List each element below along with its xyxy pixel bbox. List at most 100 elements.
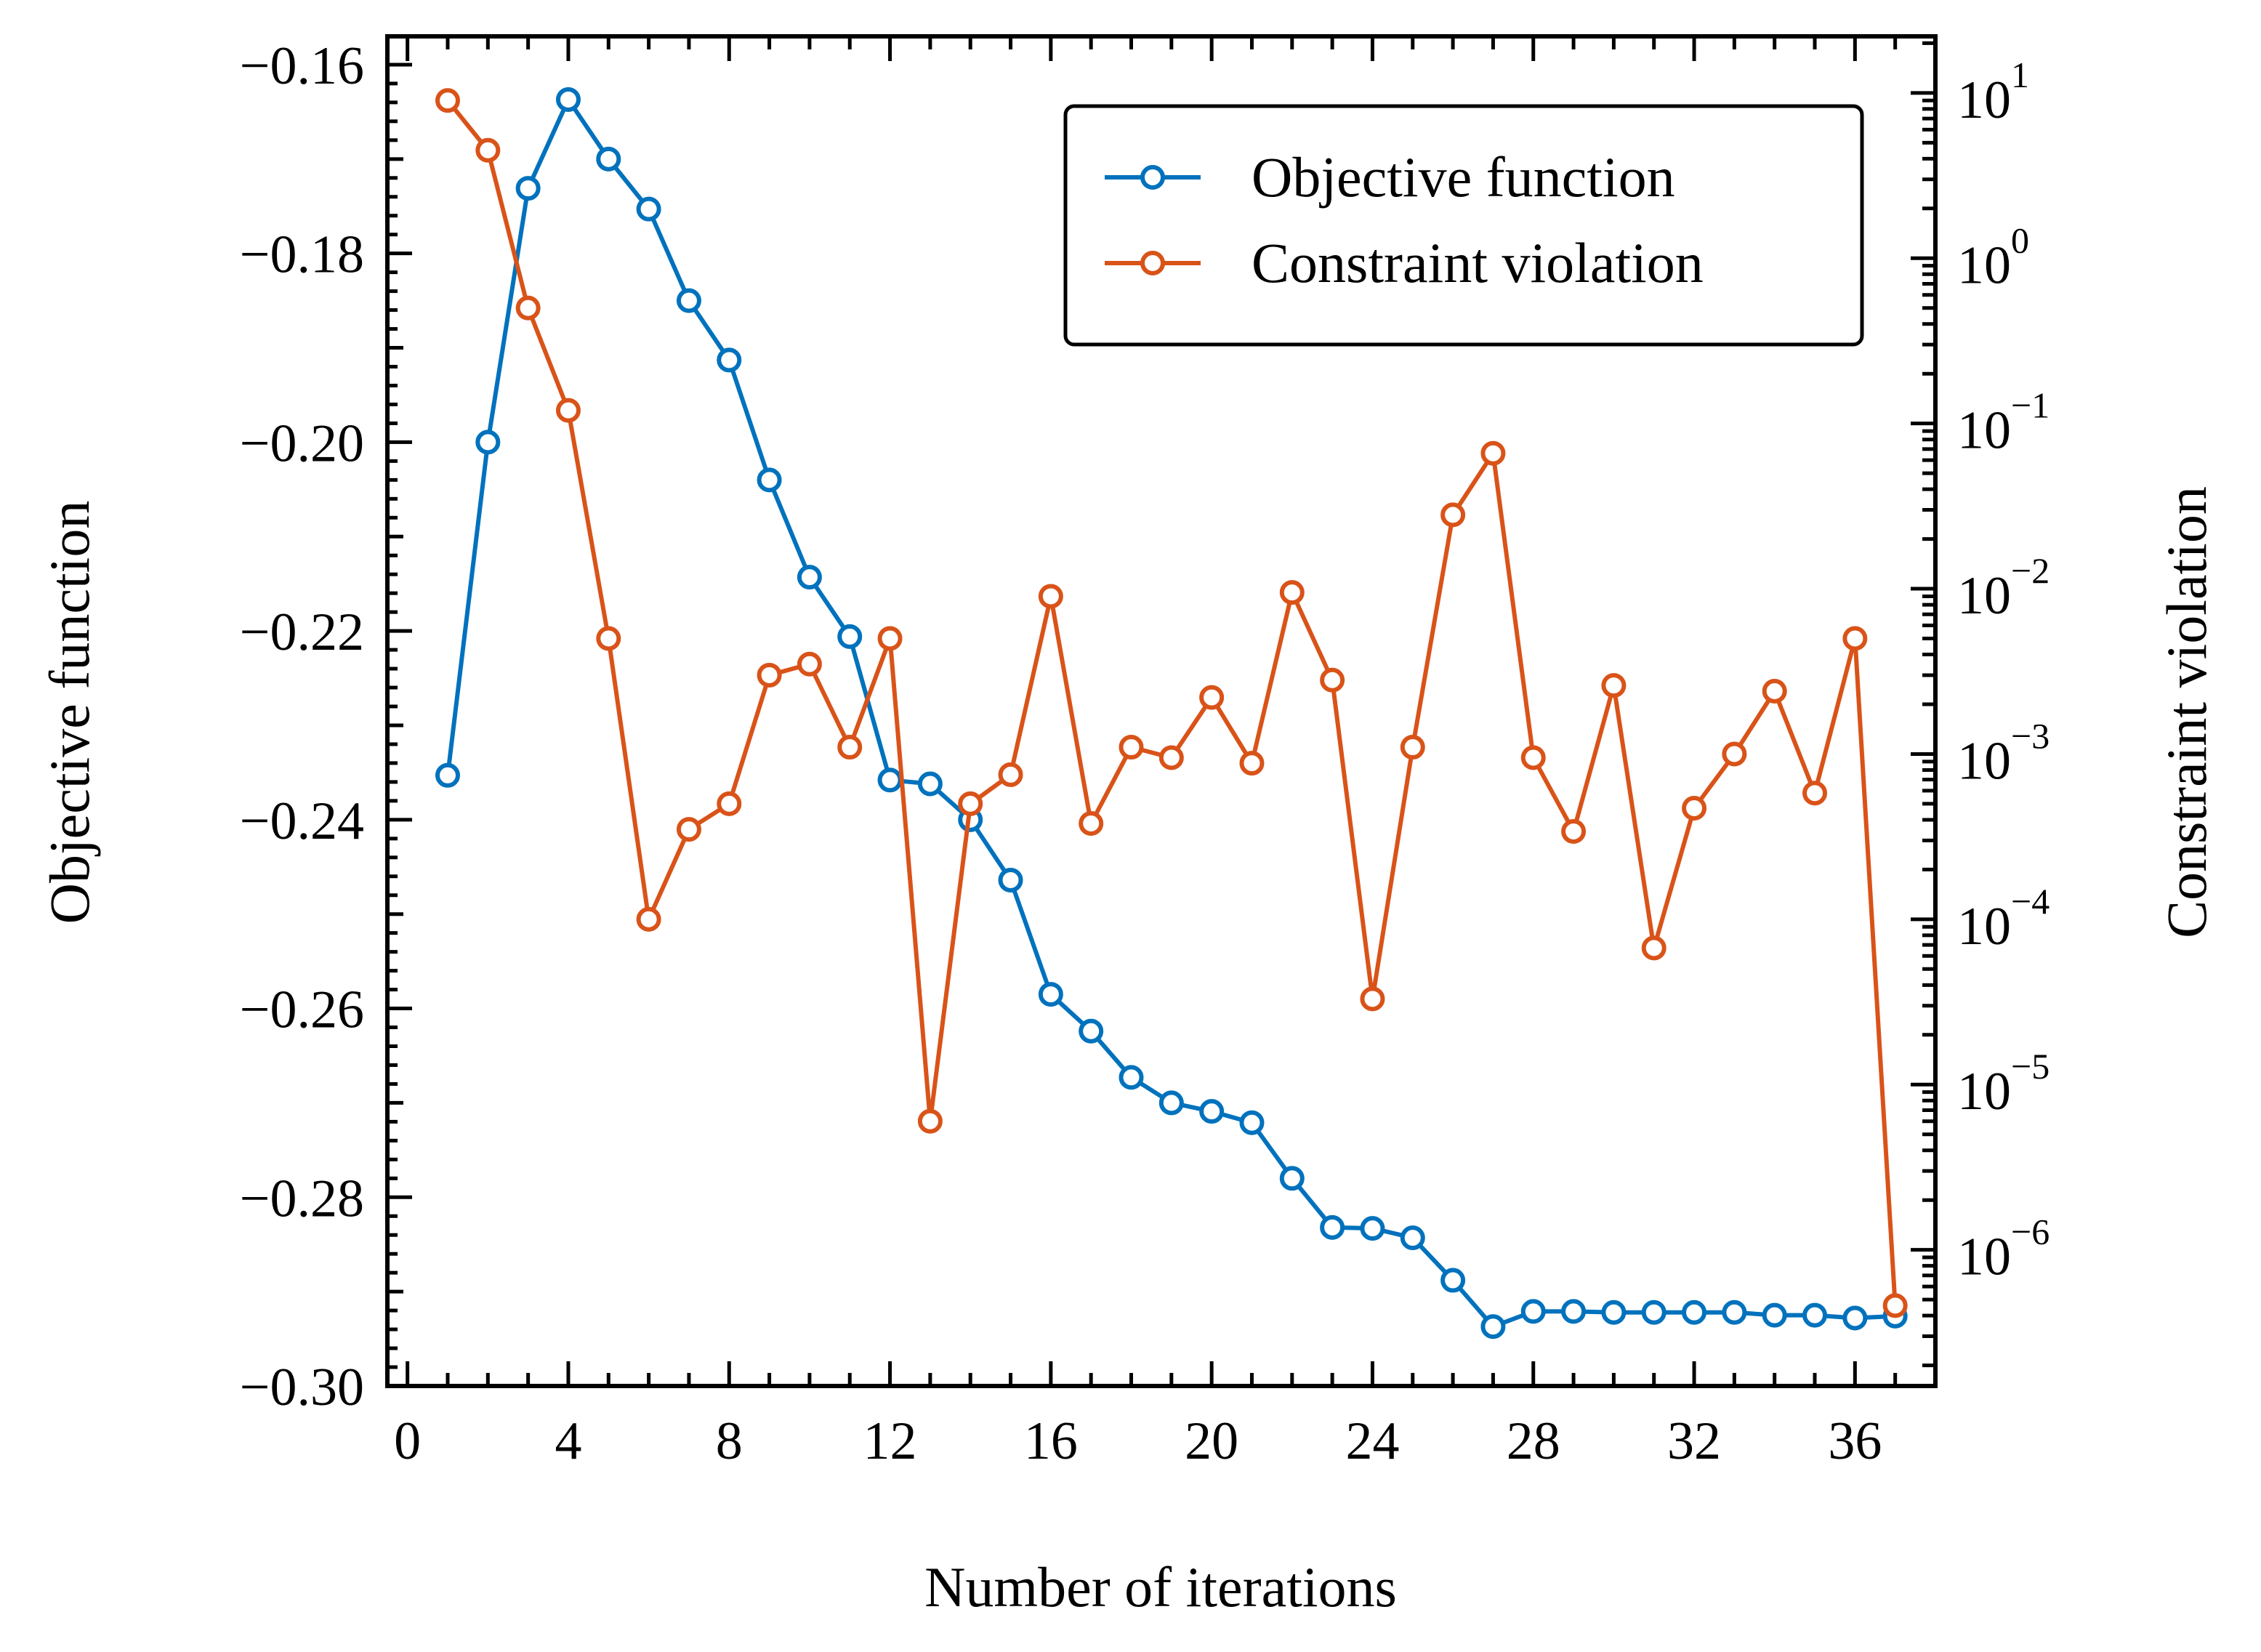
data-point-objective xyxy=(1360,1216,1385,1241)
data-point-constraint xyxy=(998,762,1023,787)
data-point-constraint xyxy=(1882,1293,1908,1318)
left-tick-label: −0.16 xyxy=(240,36,364,96)
data-point-objective xyxy=(1480,1314,1506,1339)
data-point-objective xyxy=(917,771,943,797)
data-point-objective xyxy=(1561,1299,1587,1324)
data-point-objective xyxy=(1520,1299,1546,1324)
data-point-constraint xyxy=(676,817,701,842)
data-point-objective xyxy=(1682,1300,1707,1325)
data-point-constraint xyxy=(1199,685,1225,710)
left-tick-label: −0.24 xyxy=(240,791,364,851)
data-point-constraint xyxy=(1802,781,1828,806)
legend-label-objective: Objective function xyxy=(1252,145,1675,209)
data-point-constraint xyxy=(958,791,983,816)
right-tick-label: 101 xyxy=(1957,55,2029,130)
right-tick-label: 10−2 xyxy=(1957,550,2050,626)
data-point-constraint xyxy=(757,662,782,688)
data-point-constraint xyxy=(717,791,742,816)
x-tick-label: 32 xyxy=(1667,1411,1721,1471)
x-tick-label: 4 xyxy=(555,1411,581,1471)
data-point-objective xyxy=(1601,1300,1627,1325)
left-tick-label: −0.20 xyxy=(240,414,364,473)
series-layer xyxy=(435,87,1908,1339)
data-point-constraint xyxy=(1762,678,1787,704)
x-tick-label: 24 xyxy=(1345,1411,1399,1471)
data-point-constraint xyxy=(1440,502,1466,528)
right-tick-label: 10−6 xyxy=(1957,1212,2050,1287)
data-point-objective xyxy=(1199,1099,1225,1124)
right-y-axis: 101 100 10−1 10−2 10−3 10−4 10−5 10−6 xyxy=(1911,41,2050,1368)
legend-box xyxy=(1063,104,1864,347)
data-point-objective xyxy=(1842,1305,1868,1331)
data-point-constraint xyxy=(1641,935,1666,961)
data-point-objective xyxy=(998,867,1023,893)
x-axis: 0 4 8 12 16 20 24 28 32 36 xyxy=(394,36,1898,1471)
legend-marker-constraint xyxy=(1140,251,1165,275)
data-point-constraint xyxy=(435,88,460,113)
data-point-constraint xyxy=(515,295,541,321)
data-point-constraint xyxy=(1038,584,1063,609)
data-point-objective xyxy=(1079,1018,1104,1044)
data-point-constraint xyxy=(917,1108,943,1134)
data-point-constraint xyxy=(1480,440,1506,466)
data-point-objective xyxy=(435,762,460,788)
data-point-objective xyxy=(1400,1225,1425,1251)
legend-marker-objective xyxy=(1140,165,1165,190)
data-point-objective xyxy=(1158,1090,1184,1116)
data-point-constraint xyxy=(475,137,501,163)
right-tick-label: 10−3 xyxy=(1957,715,2050,791)
data-point-objective xyxy=(1722,1300,1747,1325)
left-y-axis: −0.16 −0.18 −0.20 −0.22 −0.24 −0.26 −0.28 −0.30 xyxy=(240,36,412,1417)
data-point-objective xyxy=(515,176,541,201)
right-tick-label: 10−5 xyxy=(1957,1046,2050,1121)
data-point-objective xyxy=(596,146,621,172)
data-point-objective xyxy=(1038,982,1063,1007)
data-point-constraint xyxy=(1119,735,1144,760)
left-tick-label: −0.28 xyxy=(240,1169,364,1228)
data-point-constraint xyxy=(797,651,822,677)
data-point-constraint xyxy=(1601,673,1627,698)
data-point-objective xyxy=(797,565,822,590)
data-point-objective xyxy=(475,430,501,455)
data-point-objective xyxy=(837,624,863,649)
series-constraint xyxy=(435,88,1908,1318)
left-tick-label: −0.30 xyxy=(240,1358,364,1417)
data-point-constraint xyxy=(1320,667,1345,693)
data-point-objective xyxy=(1279,1166,1305,1191)
data-point-constraint xyxy=(1561,818,1587,844)
right-tick-label: 10−4 xyxy=(1957,881,2050,956)
left-y-axis-label: Objective function xyxy=(38,501,101,924)
legend-label-constraint: Constraint violation xyxy=(1252,231,1704,294)
data-point-constraint xyxy=(1520,745,1546,770)
left-tick-label: −0.26 xyxy=(240,980,364,1040)
x-tick-label: 8 xyxy=(716,1411,743,1471)
data-point-objective xyxy=(636,196,661,222)
x-tick-label: 36 xyxy=(1828,1411,1882,1471)
data-point-constraint xyxy=(1842,626,1868,651)
right-tick-label: 10−1 xyxy=(1957,385,2050,461)
data-point-objective xyxy=(1320,1214,1345,1240)
data-point-objective xyxy=(717,347,742,373)
plot-frame xyxy=(385,34,1938,1388)
data-point-constraint xyxy=(555,398,581,423)
data-point-objective xyxy=(1641,1300,1666,1325)
data-point-constraint xyxy=(1722,741,1747,767)
data-point-objective xyxy=(757,467,782,493)
data-point-objective xyxy=(555,87,581,113)
data-point-objective xyxy=(1119,1065,1144,1090)
data-point-constraint xyxy=(1239,751,1265,776)
data-point-objective xyxy=(1239,1110,1265,1135)
data-point-constraint xyxy=(1079,811,1104,837)
data-point-objective xyxy=(1440,1268,1466,1293)
data-point-objective xyxy=(1762,1302,1787,1328)
x-tick-label: 0 xyxy=(394,1411,421,1471)
data-point-constraint xyxy=(837,735,863,760)
left-tick-label: −0.18 xyxy=(240,225,364,285)
x-tick-label: 12 xyxy=(863,1411,917,1471)
series-objective xyxy=(435,87,1908,1339)
x-tick-label: 16 xyxy=(1024,1411,1078,1471)
data-point-constraint xyxy=(1360,986,1385,1012)
right-tick-label: 100 xyxy=(1957,219,2029,295)
data-point-objective xyxy=(1802,1302,1828,1328)
